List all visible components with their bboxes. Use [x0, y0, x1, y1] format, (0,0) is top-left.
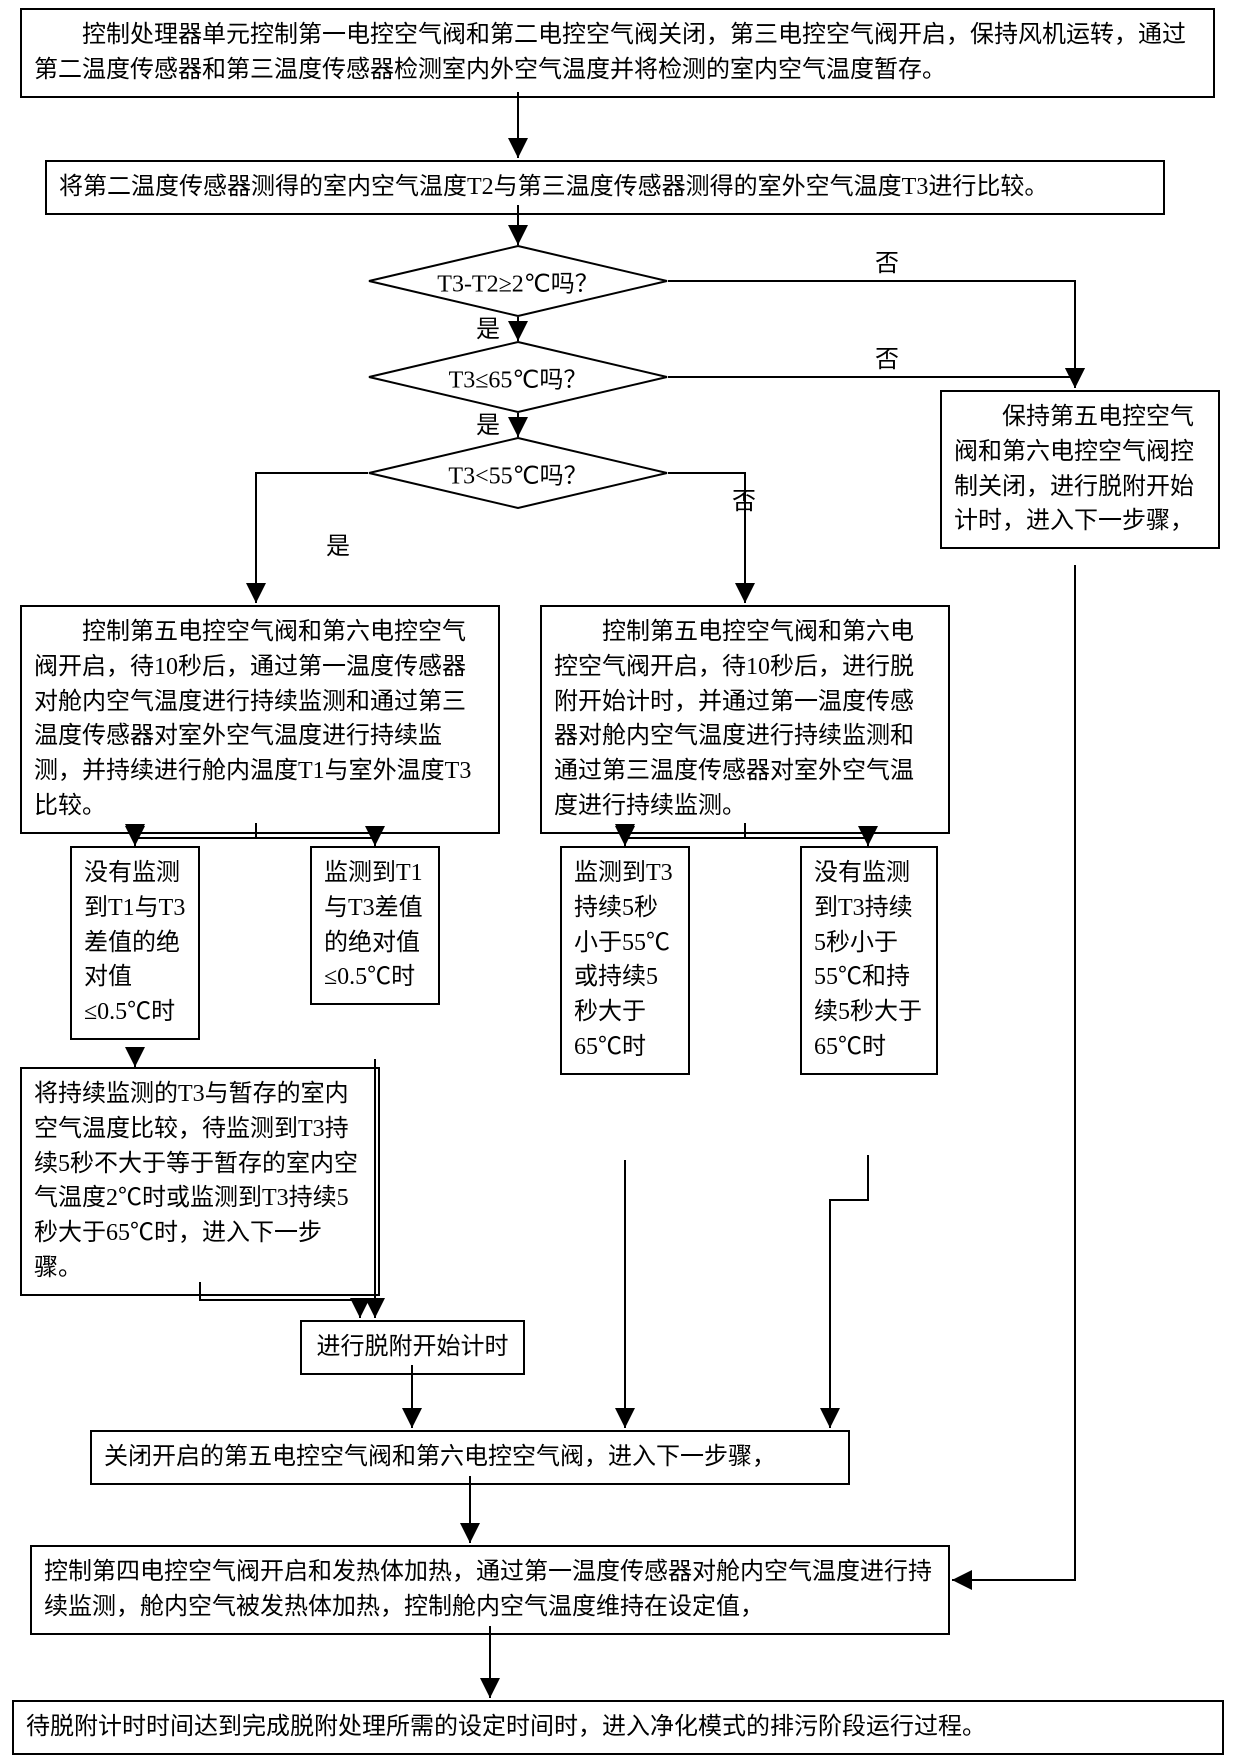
node-compare-t2-t3: 将第二温度传感器测得的室内空气温度T2与第三温度传感器测得的室外空气温度T3进行… [45, 160, 1165, 215]
node-keep-closed: 保持第五电控空气阀和第六电控空气阀控制关闭，进行脱附开始计时，进入下一步骤， [940, 390, 1220, 549]
node-final: 待脱附计时时间达到完成脱附处理所需的设定时间时，进入净化模式的排污阶段运行过程。 [12, 1700, 1224, 1755]
label-d1-no: 否 [875, 252, 899, 276]
label-d1-yes: 是 [476, 318, 500, 342]
node-compare-stored: 将持续监测的T3与暂存的室内空气温度比较，待监测到T3持续5秒不大于等于暂存的室… [20, 1067, 380, 1296]
node-heat: 控制第四电控空气阀开启和发热体加热，通过第一温度传感器对舱内空气温度进行持续监测… [30, 1545, 950, 1635]
node-start-timing: 进行脱附开始计时 [300, 1320, 525, 1375]
decision-2: T3≤65℃吗？ [368, 341, 668, 413]
decision-3: T3<55℃吗？ [368, 437, 668, 509]
node-open-left: 控制第五电控空气阀和第六电控空气阀开启，待10秒后，通过第一温度传感器对舱内空气… [20, 605, 500, 834]
decision-3-text: T3<55℃吗？ [368, 456, 668, 491]
node-t3-cond-yes: 监测到T3持续5秒小于55℃或持续5秒大于65℃时 [560, 846, 690, 1075]
label-d2-yes: 是 [476, 414, 500, 438]
label-d3-yes: 是 [326, 535, 350, 559]
decision-2-text: T3≤65℃吗？ [368, 360, 668, 395]
node-close-valves: 关闭开启的第五电控空气阀和第六电控空气阀，进入下一步骤， [90, 1430, 850, 1485]
node-diff: 监测到T1与T3差值的绝对值≤0.5℃时 [310, 846, 440, 1005]
label-d3-no: 否 [732, 490, 756, 514]
label-d2-no: 否 [875, 348, 899, 372]
node-start: 控制处理器单元控制第一电控空气阀和第二电控空气阀关闭，第三电控空气阀开启，保持风… [20, 8, 1215, 98]
decision-1: T3-T2≥2℃吗？ [368, 245, 668, 317]
decision-1-text: T3-T2≥2℃吗？ [368, 264, 668, 299]
node-no-diff: 没有监测到T1与T3差值的绝对值≤0.5℃时 [70, 846, 200, 1040]
node-open-right: 控制第五电控空气阀和第六电控空气阀开启，待10秒后，进行脱附开始计时，并通过第一… [540, 605, 950, 834]
node-t3-cond-no: 没有监测到T3持续5秒小于55℃和持续5秒大于65℃时 [800, 846, 938, 1075]
